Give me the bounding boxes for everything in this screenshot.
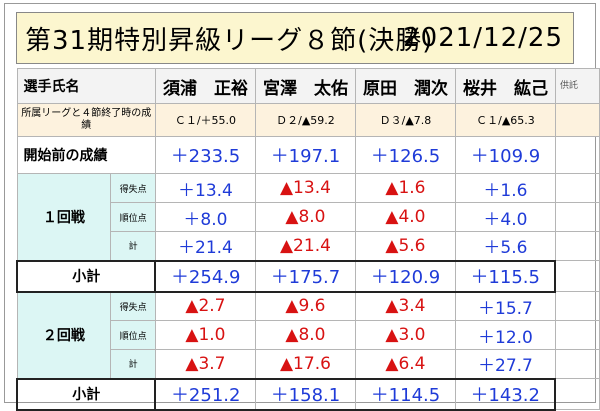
prev-result-cell: Ｄ３/▲7.8 xyxy=(354,103,456,137)
score-cell: ▲21.4 xyxy=(254,231,356,261)
subtotal-row: 小計 ＋254.9 ＋175.7 ＋120.9 ＋115.5 xyxy=(15,259,600,293)
prev-results-label: 所属リーグと４節終了時の成績 xyxy=(16,103,156,137)
score-cell: ＋8.0 xyxy=(154,202,256,232)
score-cell: ▲3.4 xyxy=(354,291,456,321)
score-cell: ▲3.7 xyxy=(154,349,256,379)
round-item-label: 順位点 xyxy=(110,202,156,232)
deposit-cell xyxy=(554,320,600,350)
deposit-cell xyxy=(554,378,600,410)
player-name: 宮澤 太佑 xyxy=(254,68,356,104)
score-cell: ＋233.5 xyxy=(154,136,256,174)
round-row: 計 ▲3.7 ▲17.6 ▲6.4 ＋27.7 xyxy=(17,349,600,379)
deposit-cell xyxy=(554,173,600,203)
score-cell: ＋197.1 xyxy=(254,136,356,174)
score-cell: ＋4.0 xyxy=(454,202,556,232)
subtotal-label: 小計 xyxy=(15,259,157,293)
round-item-label: 得失点 xyxy=(110,173,156,203)
page-title: 第31期特別昇級リーグ８節(決勝) 2021/12/25 xyxy=(16,12,574,64)
score-cell: ＋13.4 xyxy=(154,173,256,203)
round-row: １回戦 得失点 ＋13.4 ▲13.4 ▲1.6 ＋1.6 xyxy=(16,173,600,261)
player-name: 桜井 紘己 xyxy=(454,68,556,104)
score-cell: ＋126.5 xyxy=(354,136,456,174)
round-label: ２回戦 xyxy=(16,291,112,379)
round-item-label: 計 xyxy=(110,231,156,261)
score-cell: ▲13.4 xyxy=(254,173,356,203)
prev-result-cell: Ｃ１/▲65.3 xyxy=(454,103,556,137)
subtotal-cell: ＋251.2 xyxy=(154,377,256,411)
subtotal-cell: ＋254.9 xyxy=(154,259,256,293)
round-item-label: 順位点 xyxy=(110,320,156,350)
deposit-cell xyxy=(554,103,600,137)
round-row: 順位点 ＋8.0 ▲8.0 ▲4.0 ＋4.0 xyxy=(17,202,600,232)
player-name: 原田 潤次 xyxy=(354,68,456,104)
deposit-cell xyxy=(554,136,600,174)
score-cell: ▲1.0 xyxy=(154,320,256,350)
subtotal-cell: ＋114.5 xyxy=(354,377,456,411)
score-cell: ＋109.9 xyxy=(454,136,556,174)
start-score-label: 開始前の成績 xyxy=(16,136,156,174)
player-name: 須浦 正裕 xyxy=(154,68,256,104)
title-main: 第31期特別昇級リーグ８節(決勝) xyxy=(25,25,434,56)
score-cell: ▲3.0 xyxy=(354,320,456,350)
round-label: １回戦 xyxy=(16,173,112,261)
round-item-label: 得失点 xyxy=(110,291,156,321)
score-cell: ▲4.0 xyxy=(354,202,456,232)
prev-results-row: 所属リーグと４節終了時の成績 Ｃ１/＋55.0 Ｄ２/▲59.2 Ｄ３/▲7.8… xyxy=(16,103,600,137)
score-cell: ＋27.7 xyxy=(454,349,556,379)
start-score-row: 開始前の成績 ＋233.5 ＋197.1 ＋126.5 ＋109.9 xyxy=(16,136,600,174)
score-cell: ＋15.7 xyxy=(454,291,556,321)
score-cell: ＋21.4 xyxy=(154,231,256,261)
subtotal-cell: ＋175.7 xyxy=(254,259,356,293)
subtotal-label: 小計 xyxy=(15,377,157,411)
subtotal-row: 小計 ＋251.2 ＋158.1 ＋114.5 ＋143.2 xyxy=(15,377,600,411)
round-row: 計 ＋21.4 ▲21.4 ▲5.6 ＋5.6 xyxy=(17,231,600,261)
score-table: 選手氏名 須浦 正裕 宮澤 太佑 原田 潤次 桜井 紘己 供託 所属リーグと４節… xyxy=(15,68,600,411)
score-cell: ▲9.6 xyxy=(254,291,356,321)
deposit-label: 供託 xyxy=(554,68,600,104)
subtotal-cell: ＋158.1 xyxy=(254,377,356,411)
prev-result-cell: Ｄ２/▲59.2 xyxy=(254,103,356,137)
deposit-cell xyxy=(554,260,600,292)
deposit-cell xyxy=(554,202,600,232)
score-cell: ▲2.7 xyxy=(154,291,256,321)
round-row: 順位点 ▲1.0 ▲8.0 ▲3.0 ＋12.0 xyxy=(17,320,600,350)
score-cell: ▲1.6 xyxy=(354,173,456,203)
round-row: ２回戦 得失点 ▲2.7 ▲9.6 ▲3.4 ＋15.7 xyxy=(16,291,600,379)
subtotal-cell: ＋143.2 xyxy=(454,377,557,411)
subtotal-cell: ＋120.9 xyxy=(354,259,456,293)
score-cell: ▲5.6 xyxy=(354,231,456,261)
score-cell: ▲17.6 xyxy=(254,349,356,379)
score-cell: ▲8.0 xyxy=(254,202,356,232)
header-row: 選手氏名 須浦 正裕 宮澤 太佑 原田 潤次 桜井 紘己 供託 xyxy=(16,68,600,104)
subtotal-cell: ＋115.5 xyxy=(454,259,557,293)
deposit-cell xyxy=(554,231,600,261)
prev-result-cell: Ｃ１/＋55.0 xyxy=(154,103,256,137)
score-cell: ▲8.0 xyxy=(254,320,356,350)
round-item-label: 計 xyxy=(110,349,156,379)
score-cell: ▲6.4 xyxy=(354,349,456,379)
deposit-cell xyxy=(554,291,600,321)
score-cell: ＋12.0 xyxy=(454,320,556,350)
title-date: 2021/12/25 xyxy=(403,23,563,53)
score-cell: ＋5.6 xyxy=(454,231,556,261)
header-label: 選手氏名 xyxy=(16,68,156,104)
deposit-cell xyxy=(554,349,600,379)
score-cell: ＋1.6 xyxy=(454,173,556,203)
